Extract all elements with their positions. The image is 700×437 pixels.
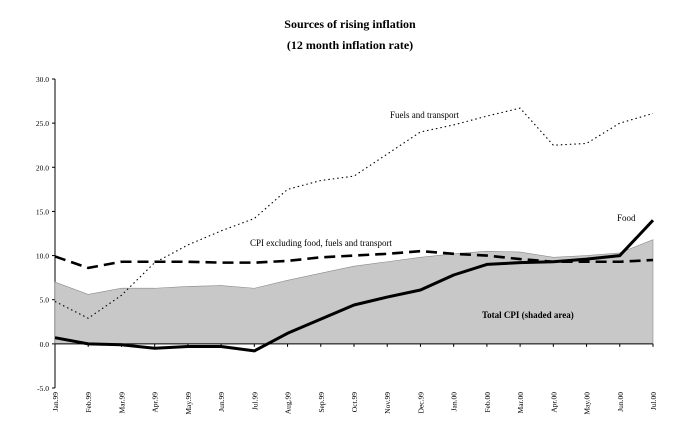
fuels-and-transport-line xyxy=(54,107,654,319)
y-tick-label: 0.0 xyxy=(40,340,50,349)
total-cpi-label: Total CPI (shaded area) xyxy=(482,310,574,320)
x-tick-label: Aug.99 xyxy=(284,392,293,415)
x-axis: Jan.99 Feb.99 Mar.99 Apr.99 May.99 Jun.99 Jul.… xyxy=(51,343,658,415)
x-tick-label: Jan.00 xyxy=(450,392,459,412)
y-tick-label: 5.0 xyxy=(40,296,50,305)
chart-title-main: Sources of rising inflation xyxy=(284,17,416,31)
x-tick-label: Apr.99 xyxy=(151,392,160,413)
y-axis: 30.0 25.0 20.0 15.0 10.0 5.0 0.0 -5.0 xyxy=(36,75,56,393)
x-tick-label: Apr.00 xyxy=(549,392,558,413)
x-tick-label: May.00 xyxy=(583,392,592,415)
x-tick-label: Jan.99 xyxy=(51,392,60,412)
y-tick-label: 30.0 xyxy=(36,75,49,84)
x-tick-label: Feb.00 xyxy=(483,392,492,413)
series-lines-layer xyxy=(54,107,655,353)
y-tick-label: 15.0 xyxy=(36,207,49,216)
x-tick-label: Sep.99 xyxy=(317,392,326,413)
x-tick-label: Nov.99 xyxy=(383,392,392,414)
y-tick-label: 25.0 xyxy=(36,119,49,128)
x-tick-label: Feb.99 xyxy=(84,392,93,413)
x-tick-label: Jul.00 xyxy=(649,392,658,410)
food-line xyxy=(54,219,655,353)
food-label: Food xyxy=(617,213,636,223)
x-tick-label: Mar.99 xyxy=(117,392,126,414)
x-tick-label: Dec.99 xyxy=(416,392,425,414)
x-tick-label: Mar.00 xyxy=(516,392,525,414)
fuels-transport-label: Fuels and transport xyxy=(390,110,459,120)
annotations-layer: Fuels and transport CPI excluding food, … xyxy=(250,110,636,320)
x-tick-label: Jul.99 xyxy=(250,392,259,410)
chart-subtitle: (12 month inflation rate) xyxy=(286,38,414,52)
total-cpi-area-layer xyxy=(54,239,654,345)
total-cpi-area xyxy=(54,239,654,345)
x-tick-label: Jun.00 xyxy=(616,392,625,412)
core-cpi-label: CPI excluding food, fuels and transport xyxy=(250,238,392,248)
x-tick-label: May.99 xyxy=(184,392,193,415)
y-tick-label: 10.0 xyxy=(36,252,49,261)
y-tick-label: 20.0 xyxy=(36,163,49,172)
x-tick-label: Oct.99 xyxy=(350,392,359,412)
x-tick-label: Jun.99 xyxy=(217,392,226,412)
chart-title: Sources of rising inflation (12 month in… xyxy=(0,14,700,56)
y-tick-label: -5.0 xyxy=(37,384,49,393)
